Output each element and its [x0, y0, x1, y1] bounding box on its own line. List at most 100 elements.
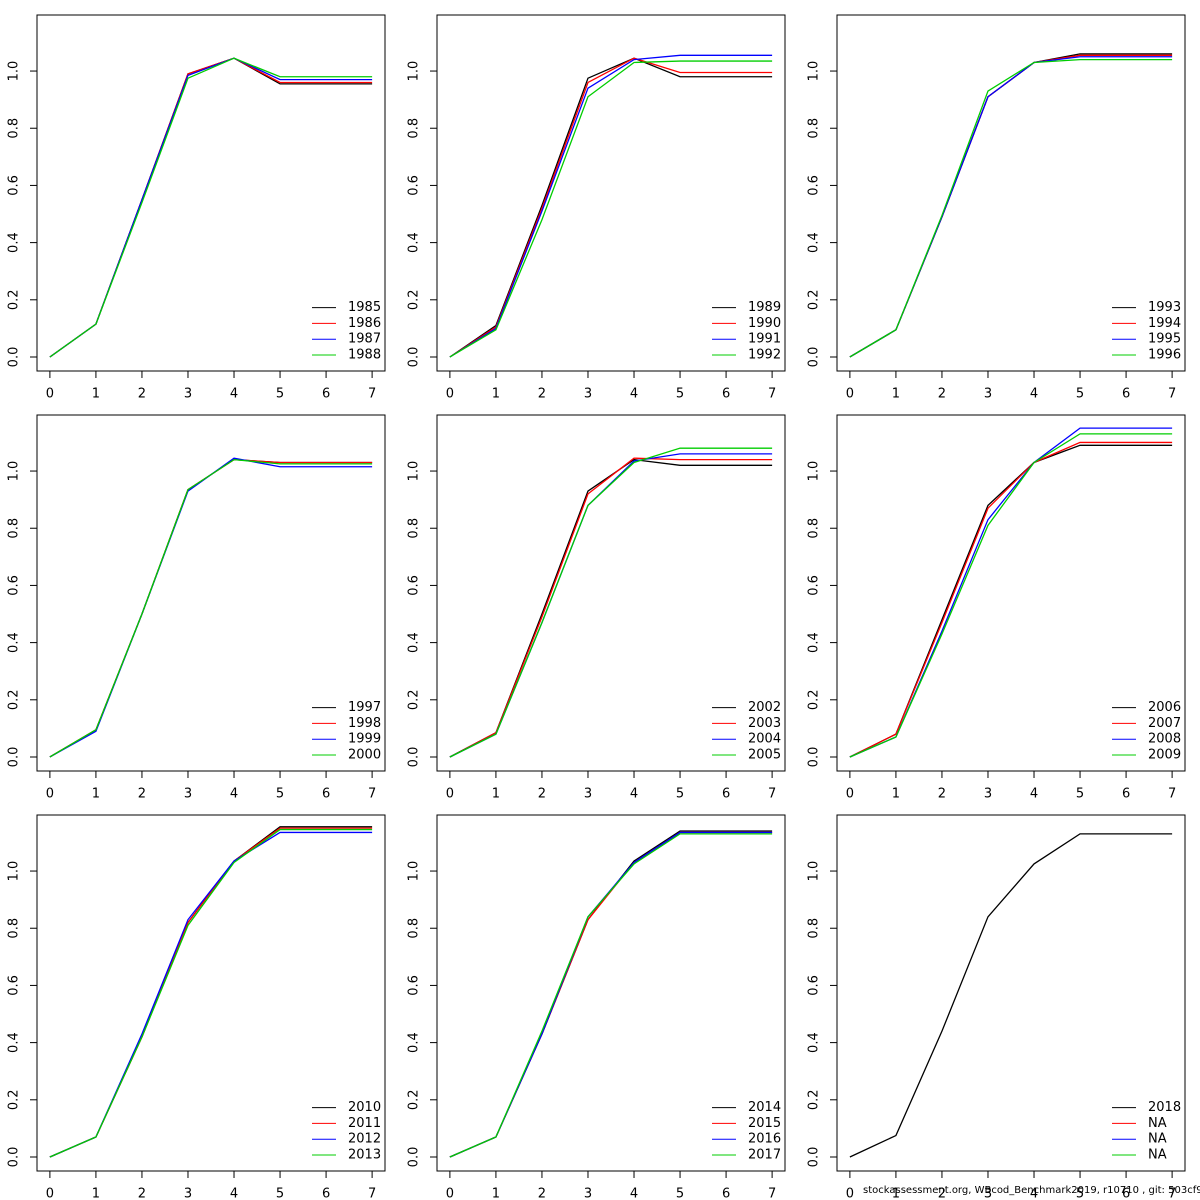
plot-frame — [36, 14, 386, 372]
plot-frame — [36, 414, 386, 772]
x-tick-label: 7 — [368, 787, 376, 802]
legend-label: 1995 — [1148, 332, 1181, 347]
legend-label: 2014 — [748, 1100, 781, 1115]
plot-frame — [836, 414, 1186, 772]
panel: 0 1 2 3 4 5 6 7 0.0 0.2 0.4 0.6 0.8 1.0 20102011201220… — [7, 814, 386, 1200]
legend-label: 2002 — [748, 700, 781, 715]
legend-label: 2017 — [748, 1148, 781, 1163]
x-tick-label: 4 — [1030, 787, 1038, 802]
y-tick-label: 0.4 — [7, 232, 22, 253]
y-tick-label: 0.6 — [7, 575, 22, 596]
panel: 0 1 2 3 4 5 6 7 0.0 0.2 0.4 0.6 0.8 1.0 19931994199519… — [807, 14, 1186, 402]
series-line — [849, 441, 1173, 758]
y-tick-label: 0.0 — [807, 747, 822, 768]
x-tick-label: 5 — [1076, 387, 1084, 402]
series-line — [449, 831, 773, 1158]
series-line — [49, 457, 373, 758]
legend-label: 2015 — [748, 1116, 781, 1131]
y-tick-label: 0.0 — [7, 1147, 22, 1168]
legend-label: 1998 — [348, 716, 381, 731]
x-tick-label: 4 — [1030, 387, 1038, 402]
x-tick-label: 4 — [630, 387, 638, 402]
legend-label: 2003 — [748, 716, 781, 731]
legend-label: 2007 — [1148, 716, 1181, 731]
series-line — [449, 60, 773, 358]
series-line — [849, 54, 1173, 358]
x-tick-label: 5 — [676, 1187, 684, 1200]
x-tick-label: 4 — [230, 1187, 238, 1200]
y-tick-label: 0.6 — [407, 575, 422, 596]
x-tick-label: 0 — [846, 1187, 854, 1200]
x-tick-label: 6 — [322, 387, 330, 402]
y-tick-label: 0.2 — [407, 1089, 422, 1110]
y-tick-label: 0.4 — [407, 632, 422, 653]
x-tick-label: 3 — [184, 787, 192, 802]
x-tick-label: 4 — [630, 787, 638, 802]
x-tick-label: 2 — [938, 787, 946, 802]
legend-label: 2013 — [348, 1148, 381, 1163]
x-tick-label: 2 — [938, 387, 946, 402]
legend-label: 2012 — [348, 1132, 381, 1147]
legend-label: 1990 — [748, 316, 781, 331]
x-tick-label: 3 — [184, 1187, 192, 1200]
legend-label: 2004 — [748, 732, 781, 747]
plot-frame — [36, 814, 386, 1172]
legend-label: 2006 — [1148, 700, 1181, 715]
x-tick-label: 0 — [46, 1187, 54, 1200]
legend-label: NA — [1148, 1132, 1167, 1147]
y-tick-label: 0.8 — [7, 518, 22, 539]
x-tick-label: 6 — [722, 387, 730, 402]
legend-label: NA — [1148, 1116, 1167, 1131]
x-tick-label: 3 — [584, 387, 592, 402]
series-line — [49, 458, 373, 758]
footer: stockassessment.org, WBcod_Benchmark2019… — [863, 1185, 1200, 1196]
legend-label: 1986 — [348, 316, 381, 331]
series-line — [49, 458, 373, 758]
y-tick-label: 1.0 — [7, 861, 22, 882]
y-tick-label: 0.4 — [7, 632, 22, 653]
y-tick-label: 0.2 — [7, 289, 22, 310]
legend-label: 2008 — [1148, 732, 1181, 747]
x-tick-label: 1 — [892, 387, 900, 402]
y-tick-label: 0.0 — [407, 347, 422, 368]
legend-label: 2011 — [348, 1116, 381, 1131]
x-tick-label: 1 — [492, 387, 500, 402]
panel: 0 1 2 3 4 5 6 7 0.0 0.2 0.4 0.6 0.8 1.0 19851986198719… — [7, 14, 386, 402]
x-tick-label: 0 — [446, 787, 454, 802]
panel: 0 1 2 3 4 5 6 7 0.0 0.2 0.4 0.6 0.8 1.0 20142015201620… — [407, 814, 786, 1200]
x-tick-label: 3 — [984, 787, 992, 802]
y-tick-label: 1.0 — [407, 461, 422, 482]
series-line — [849, 58, 1173, 358]
x-tick-label: 6 — [1122, 1187, 1130, 1200]
x-tick-label: 4 — [230, 387, 238, 402]
legend-label: 1993 — [1148, 300, 1181, 315]
x-tick-label: 0 — [846, 787, 854, 802]
x-tick-label: 5 — [676, 787, 684, 802]
panel: 0 1 2 3 4 5 6 7 0.0 0.2 0.4 0.6 0.8 1.0 20022003200420… — [407, 414, 786, 802]
x-tick-label: 2 — [538, 787, 546, 802]
legend-label: 1997 — [348, 700, 381, 715]
legend-label: 2000 — [348, 748, 381, 763]
y-tick-label: 0.6 — [807, 975, 822, 996]
legend-label: 2010 — [348, 1100, 381, 1115]
x-tick-label: 3 — [184, 387, 192, 402]
x-tick-label: 5 — [276, 787, 284, 802]
x-tick-label: 3 — [984, 1187, 992, 1200]
x-tick-label: 4 — [630, 1187, 638, 1200]
series-line — [49, 458, 373, 758]
y-tick-label: 0.8 — [407, 518, 422, 539]
x-tick-label: 4 — [230, 787, 238, 802]
legend-label: 1991 — [748, 332, 781, 347]
y-tick-label: 0.0 — [7, 347, 22, 368]
legend-label: 1988 — [348, 348, 381, 363]
x-tick-label: 1 — [92, 787, 100, 802]
y-tick-label: 1.0 — [807, 461, 822, 482]
x-tick-label: 2 — [538, 387, 546, 402]
x-tick-label: 1 — [492, 787, 500, 802]
legend-label: 1996 — [1148, 348, 1181, 363]
x-tick-label: 5 — [676, 387, 684, 402]
y-tick-label: 0.8 — [807, 518, 822, 539]
y-tick-label: 0.4 — [407, 1032, 422, 1053]
y-tick-label: 0.2 — [7, 1089, 22, 1110]
